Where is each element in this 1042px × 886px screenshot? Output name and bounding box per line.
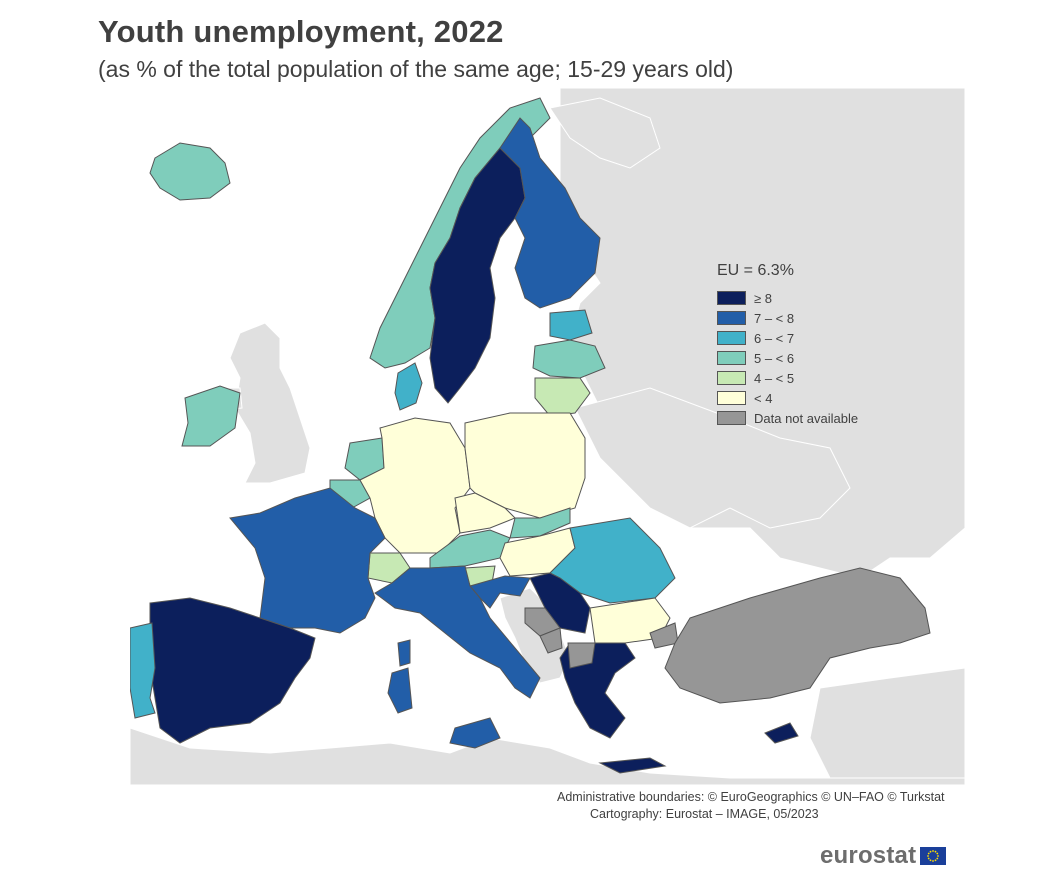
country-north-macedonia — [567, 642, 596, 669]
legend-item: ≥ 8 — [717, 288, 897, 308]
legend-item: < 4 — [717, 388, 897, 408]
country-france — [229, 487, 386, 634]
country-romania — [549, 517, 676, 604]
country-greece — [559, 642, 636, 739]
legend-item: 4 – < 5 — [717, 368, 897, 388]
country-lithuania — [534, 377, 591, 417]
country-germany — [359, 417, 471, 554]
legend-label: 4 – < 5 — [754, 370, 795, 386]
credits-boundaries: Administrative boundaries: © EuroGeograp… — [557, 790, 945, 804]
country-italy-sardinia — [387, 667, 413, 714]
europe-map-svg — [130, 88, 965, 785]
region-kola — [549, 97, 661, 169]
country-ireland — [181, 385, 241, 447]
country-denmark — [394, 362, 423, 411]
country-greece-crete — [598, 757, 667, 774]
legend-items: ≥ 8 7 – < 8 6 – < 7 5 – < 6 4 – < 5 < 4 … — [717, 288, 897, 428]
legend-item: Data not available — [717, 408, 897, 428]
eu-flag-stars — [927, 850, 940, 862]
country-sweden — [429, 147, 526, 404]
country-france-corsica — [397, 639, 411, 667]
legend-label: 5 – < 6 — [754, 350, 795, 366]
legend-swatch — [717, 371, 746, 385]
legend-label: 6 – < 7 — [754, 330, 795, 346]
country-montenegro — [539, 627, 563, 654]
country-croatia — [469, 575, 531, 609]
country-cyprus — [764, 722, 799, 744]
legend-item: 6 – < 7 — [717, 328, 897, 348]
legend-item: 7 – < 8 — [717, 308, 897, 328]
legend-swatch — [717, 391, 746, 405]
map-legend: EU = 6.3% ≥ 8 7 – < 8 6 – < 7 5 – < 6 4 … — [717, 262, 897, 428]
country-italy — [374, 565, 541, 699]
legend-label: 7 – < 8 — [754, 310, 795, 326]
country-italy-sicily — [449, 717, 501, 749]
legend-label: ≥ 8 — [754, 290, 772, 306]
legend-swatch — [717, 291, 746, 305]
map-title: Youth unemployment, 2022 — [98, 14, 504, 49]
country-iceland — [149, 142, 231, 201]
legend-swatch — [717, 311, 746, 325]
map-credits: Administrative boundaries: © EuroGeograp… — [557, 789, 967, 823]
choropleth-map — [130, 88, 965, 785]
country-turkey — [664, 567, 931, 704]
country-spain — [149, 597, 316, 744]
legend-item: 5 – < 6 — [717, 348, 897, 368]
country-latvia — [532, 339, 606, 379]
legend-label: Data not available — [754, 410, 859, 426]
legend-label: < 4 — [754, 390, 773, 406]
legend-swatch — [717, 331, 746, 345]
non-eu-land — [130, 88, 965, 785]
eu-flag-icon — [920, 847, 947, 865]
credits-cartography: Cartography: Eurostat – IMAGE, 05/2023 — [590, 807, 819, 821]
map-subtitle: (as % of the total population of the sam… — [98, 56, 734, 82]
legend-swatch — [717, 351, 746, 365]
legend-title: EU = 6.3% — [717, 262, 794, 279]
eurostat-wordmark: eurostat — [820, 842, 917, 869]
country-portugal — [130, 622, 156, 719]
legend-swatch — [717, 411, 746, 425]
country-finland — [499, 117, 601, 309]
eurostat-logo: eurostat — [820, 842, 947, 870]
region-north-africa — [130, 727, 965, 785]
eu-countries — [130, 97, 931, 774]
country-estonia — [549, 309, 593, 341]
region-mideast — [809, 667, 965, 779]
region-ukraine — [574, 387, 851, 529]
